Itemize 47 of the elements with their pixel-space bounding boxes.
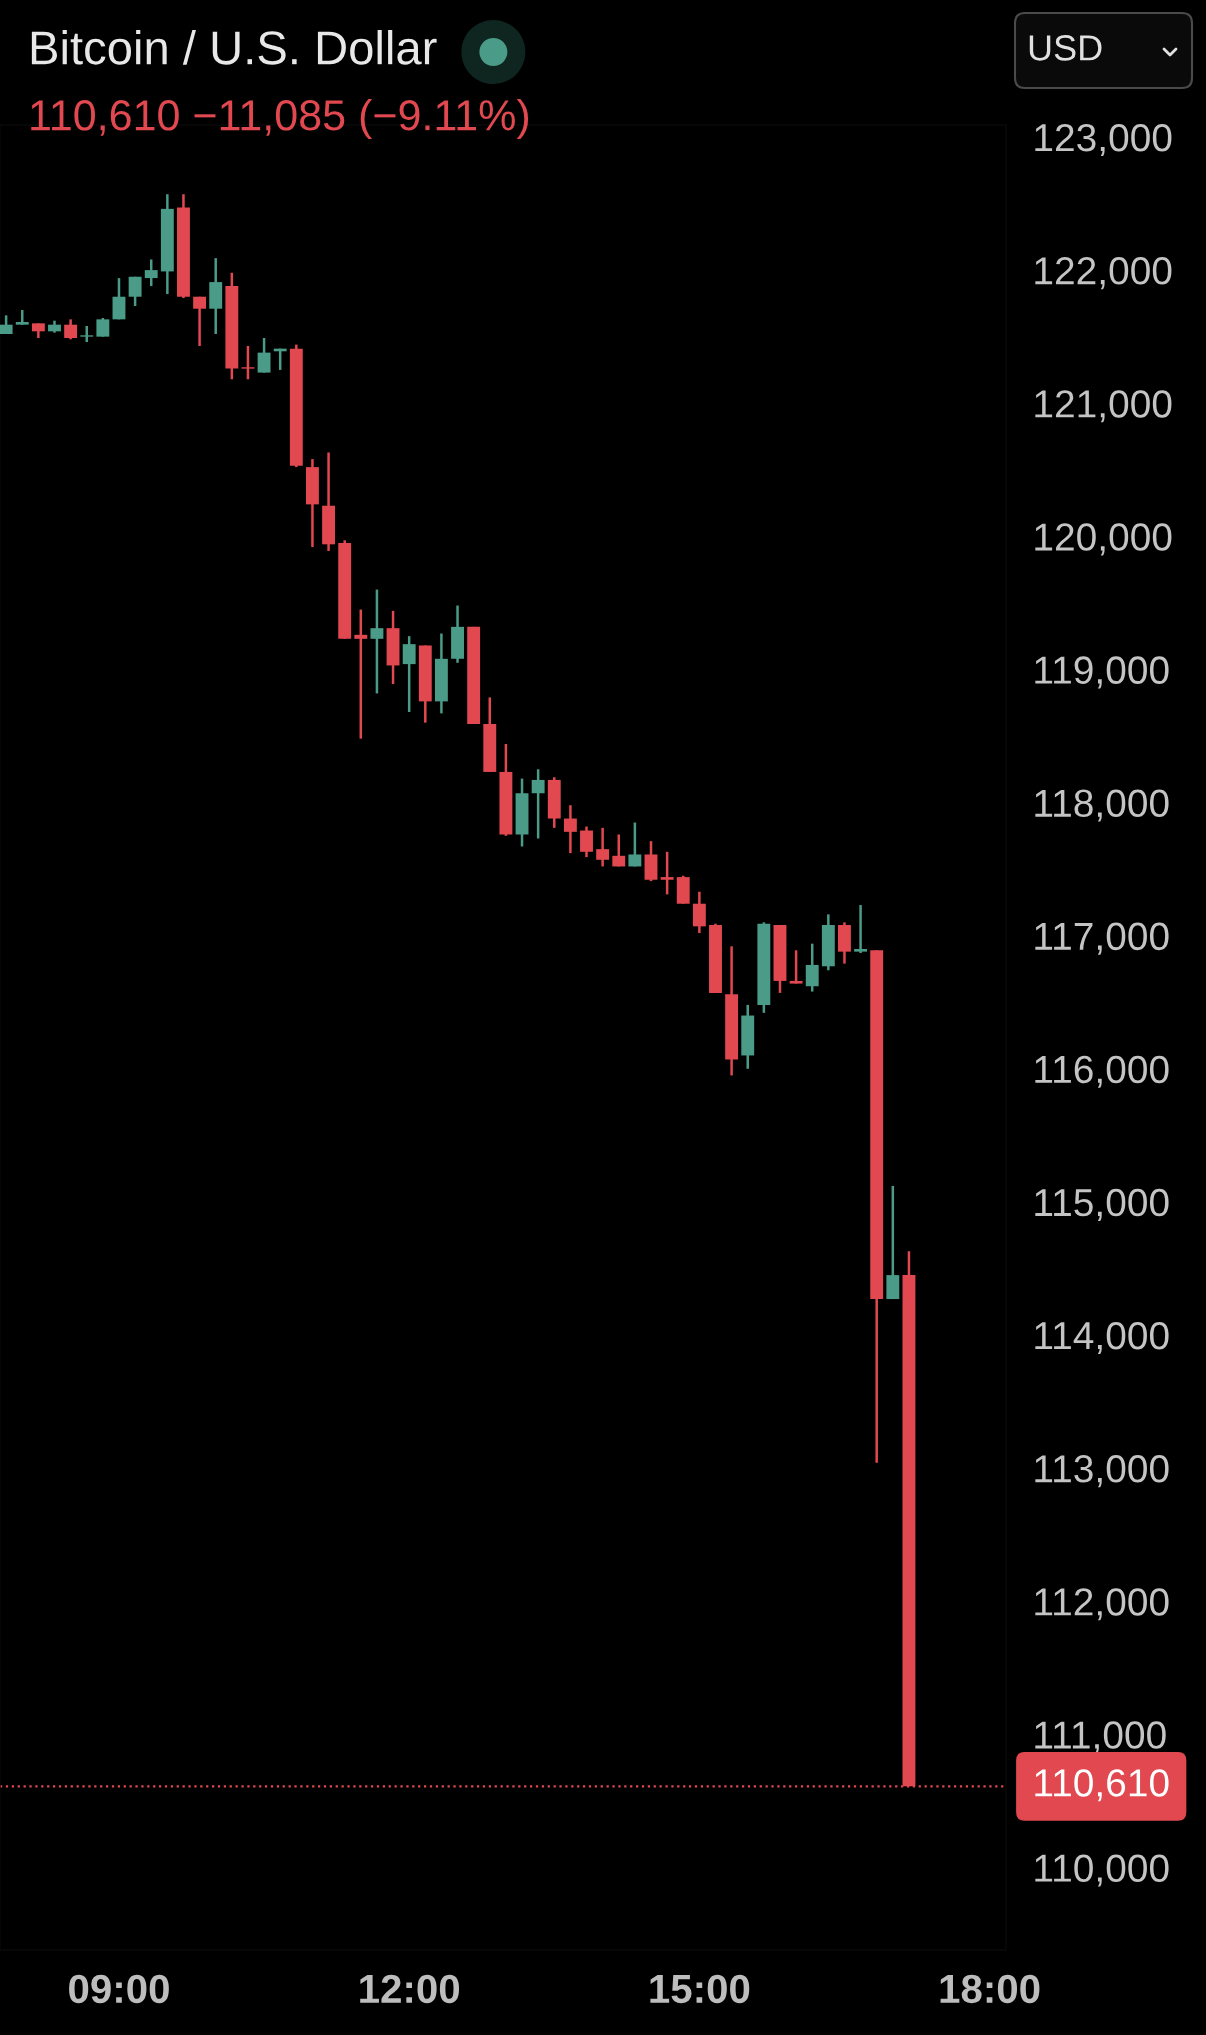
candlestick [612, 833, 626, 868]
candlestick [580, 825, 593, 859]
y-tick-label: 121,000 [1035, 390, 1172, 423]
candlestick [628, 821, 642, 868]
candlestick [563, 803, 577, 855]
chart-title: Bitcoin / U.S. Dollar [31, 29, 437, 65]
candlestick [257, 336, 271, 374]
x-tick-label: 18:00 [940, 1974, 1040, 2004]
y-tick-label: 118,000 [1035, 789, 1169, 822]
candlestick [80, 324, 94, 344]
candlestick [64, 318, 78, 341]
y-tick-label: 113,000 [1035, 1455, 1169, 1488]
y-tick-label: 120,000 [1035, 523, 1172, 556]
y-tick-label: 119,000 [1035, 656, 1169, 689]
candlestick [0, 314, 13, 336]
candlestick [193, 295, 207, 348]
chart-subtitle: 110,610 −11,085 (−9.11%) [31, 98, 529, 140]
y-tick-label: 111,000 [1035, 1721, 1166, 1754]
y-tick-label: 115,000 [1035, 1188, 1169, 1221]
candlestick [241, 344, 255, 381]
candlestick [886, 1184, 900, 1301]
x-tick-label: 15:00 [650, 1974, 750, 2004]
candlestick [128, 275, 142, 308]
y-tick-label: 116,000 [1035, 1055, 1169, 1088]
candlestick [660, 850, 674, 896]
text: USD [1029, 35, 1102, 61]
candlestick [144, 258, 158, 288]
x-tick-label: 09:00 [69, 1974, 169, 2004]
y-tick-label: 112,000 [1035, 1588, 1169, 1621]
candlestick [531, 768, 545, 840]
candlestick [402, 634, 416, 714]
candlestick [112, 276, 126, 321]
candlestick [96, 316, 110, 338]
y-tick-label: 123,000 [1035, 123, 1172, 157]
candlestick [354, 608, 368, 740]
candlestick [789, 949, 803, 985]
y-tick-label: 114,000 [1035, 1321, 1169, 1355]
candlestick [805, 942, 819, 993]
ref-line-label: 110,610 [1035, 1769, 1169, 1802]
candlestick [692, 890, 706, 935]
candlestick [596, 826, 610, 868]
candlestick [854, 903, 868, 955]
y-tick-label: 117,000 [1035, 922, 1169, 955]
candlestick [370, 588, 384, 695]
y-tick-label: 110,000 [1035, 1854, 1169, 1887]
y-tick-label: 122,000 [1035, 257, 1172, 290]
x-tick-label: 12:00 [360, 1974, 460, 2004]
